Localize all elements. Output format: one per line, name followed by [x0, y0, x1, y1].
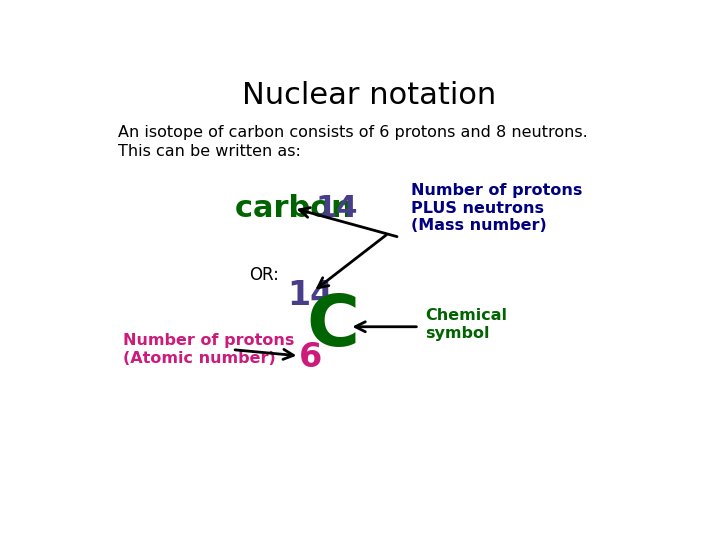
Text: Number of protons
(Atomic number): Number of protons (Atomic number) — [124, 333, 295, 366]
Text: This can be written as:: This can be written as: — [118, 144, 301, 159]
Text: OR:: OR: — [249, 266, 279, 284]
Text: carbon: carbon — [235, 194, 364, 223]
Text: 14: 14 — [287, 279, 333, 312]
Text: Number of protons
PLUS neutrons
(Mass number): Number of protons PLUS neutrons (Mass nu… — [411, 184, 582, 233]
Text: 6: 6 — [299, 341, 322, 374]
Text: An isotope of carbon consists of 6 protons and 8 neutrons.: An isotope of carbon consists of 6 proto… — [118, 125, 588, 140]
Text: Nuclear notation: Nuclear notation — [242, 82, 496, 111]
Text: C: C — [306, 292, 359, 361]
Text: Chemical
symbol: Chemical symbol — [425, 308, 507, 341]
Text: 14: 14 — [316, 194, 359, 223]
